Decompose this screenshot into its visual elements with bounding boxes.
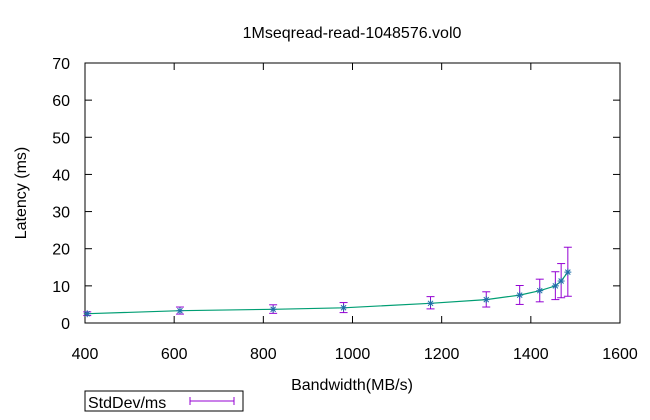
x-tick-label: 1000: [335, 346, 371, 363]
x-tick-label: 400: [72, 346, 99, 363]
legend: StdDev/ms: [84, 390, 244, 412]
errorbar-point: [515, 284, 524, 305]
marker-d2: [536, 287, 543, 294]
legend-label: StdDev/ms: [88, 395, 166, 412]
errorbar-point: [482, 291, 491, 308]
marker-d2: [84, 310, 91, 317]
legend-box: [84, 390, 244, 412]
errorbar-point: [557, 263, 566, 299]
y-tick-label: 0: [61, 316, 70, 333]
y-axis-label: Latency (ms): [13, 147, 30, 239]
series-layer: [83, 246, 572, 318]
y-tick-label: 60: [52, 93, 70, 110]
fit-line: [87, 271, 569, 315]
y-tick-label: 40: [52, 167, 70, 184]
errorbar-point: [269, 304, 278, 314]
x-tick-label: 1400: [513, 346, 549, 363]
y-tick-label: 20: [52, 242, 70, 259]
errorbar-point: [563, 246, 572, 297]
marker-d2: [270, 306, 276, 313]
axes: 400 600 800 1000 1200 1400 1600 0 10 20 30 40 50 60 70: [52, 56, 638, 363]
legend-sample: [189, 397, 235, 405]
errorbar-point: [83, 310, 92, 318]
chart-title: 1Mseqread-read-1048576.vol0: [243, 25, 462, 42]
marker-d2: [516, 292, 523, 298]
errorbar-point: [339, 302, 348, 314]
marker-d2: [340, 304, 347, 311]
x-tick-label: 600: [161, 346, 188, 363]
y-tick-label: 30: [52, 205, 70, 222]
y-tick-label: 70: [52, 56, 70, 73]
marker-d2: [483, 296, 490, 303]
marker-d2: [177, 307, 183, 314]
x-axis-label: Bandwidth(MB/s): [291, 377, 413, 394]
x-tick-label: 1200: [424, 346, 460, 363]
errorbar-point: [426, 296, 435, 310]
errorbar-point: [535, 278, 544, 303]
marker-d2: [558, 278, 565, 284]
x-tick-label: 1600: [602, 346, 638, 363]
y-tick-label: 10: [52, 279, 70, 296]
y-tick-label: 50: [52, 130, 70, 147]
errorbar-point: [551, 271, 560, 301]
marker-d2: [564, 269, 571, 275]
x-tick-label: 800: [250, 346, 277, 363]
marker-d2: [427, 300, 434, 307]
marker-d2: [552, 283, 559, 289]
errorbar-point: [175, 306, 184, 315]
